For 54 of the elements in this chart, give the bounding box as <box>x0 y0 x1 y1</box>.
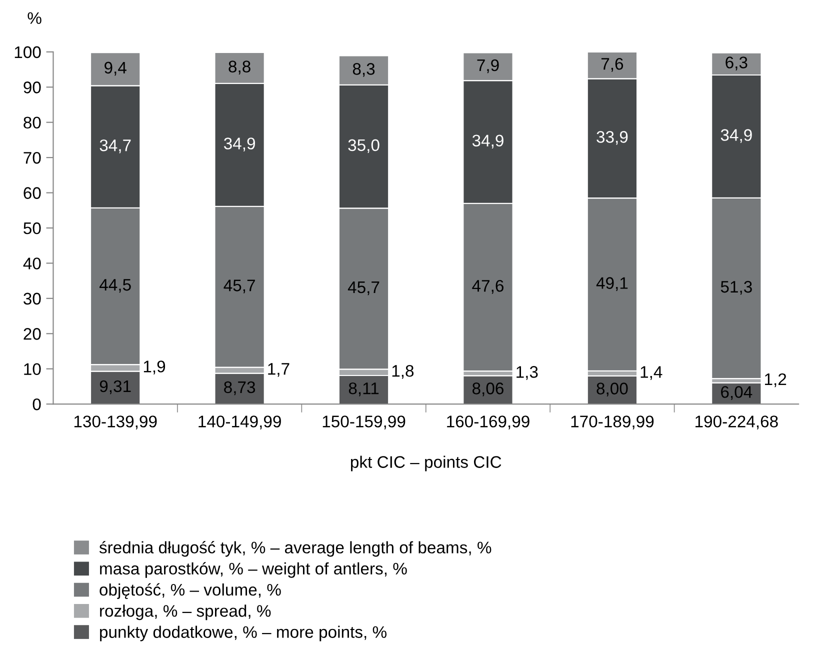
data-label: 9,4 <box>104 62 126 76</box>
data-label: 6,04 <box>721 386 752 400</box>
x-tick-label: 150-159,99 <box>322 416 406 430</box>
legend-label: punkty dodatkowe, % – more points, % <box>100 626 386 642</box>
data-label: 7,6 <box>601 58 624 72</box>
data-label: 34,7 <box>100 139 131 154</box>
data-label: 34,9 <box>720 129 752 143</box>
data-label: 8,73 <box>224 381 256 396</box>
data-label: 49,1 <box>596 277 628 291</box>
data-label: 45,7 <box>224 280 255 294</box>
x-tick-label: 170-189,99 <box>571 416 654 430</box>
legend-label: masa parostków, % – weight of antlers, % <box>100 562 407 578</box>
y-tick-label: 90 <box>24 82 41 94</box>
data-label: 34,9 <box>472 134 504 148</box>
data-label: 44,5 <box>100 279 131 293</box>
y-axis-title: % <box>28 12 42 24</box>
legend-label: rozłoga, % – spread, % <box>100 604 271 620</box>
data-label: 8,00 <box>596 382 628 396</box>
y-tick-label: 80 <box>24 116 41 129</box>
data-label: 1,4 <box>640 366 662 380</box>
data-label: 8,8 <box>228 60 250 74</box>
data-label: 47,6 <box>472 280 504 294</box>
data-label: 51,3 <box>720 280 752 295</box>
x-axis-title: pkt CIC – points CIC <box>351 456 502 472</box>
y-tick-label: 50 <box>24 222 41 234</box>
data-label: 7,9 <box>477 59 499 74</box>
x-tick-label: 140-149,99 <box>198 416 281 430</box>
data-label: 8,3 <box>352 63 375 77</box>
y-tick-label: 40 <box>23 258 41 270</box>
y-tick-label: 10 <box>24 363 41 376</box>
data-label: 1,3 <box>516 366 538 380</box>
data-label: 6,3 <box>726 56 748 70</box>
data-label: 9,31 <box>100 380 131 394</box>
y-tick-label: 70 <box>24 152 41 164</box>
y-tick-label: 30 <box>24 292 41 305</box>
data-label: 1,8 <box>392 365 414 379</box>
data-label: 8,11 <box>348 382 379 396</box>
legend-label: objętość, % – volume, % <box>100 583 281 599</box>
y-tick-label: 20 <box>24 328 41 340</box>
y-tick-label: 0 <box>32 398 41 410</box>
x-tick-label: 160-169,99 <box>447 416 530 430</box>
data-label: 35,0 <box>348 139 380 154</box>
data-label: 45,7 <box>348 282 380 296</box>
data-label: 33,9 <box>596 131 628 145</box>
legend-label: średnia długość tyk, % – average length of beams, % <box>99 540 492 557</box>
data-label: 1,7 <box>268 363 290 377</box>
data-label: 34,9 <box>224 138 255 152</box>
x-tick-label: 130-139,99 <box>74 416 157 430</box>
data-label: 1,2 <box>765 373 786 388</box>
x-tick-label: 190-224,68 <box>696 416 778 430</box>
data-label: 8,06 <box>472 382 504 396</box>
data-label: 1,9 <box>144 360 166 374</box>
y-tick-label: 60 <box>24 187 41 199</box>
y-tick-label: 100 <box>14 46 41 58</box>
